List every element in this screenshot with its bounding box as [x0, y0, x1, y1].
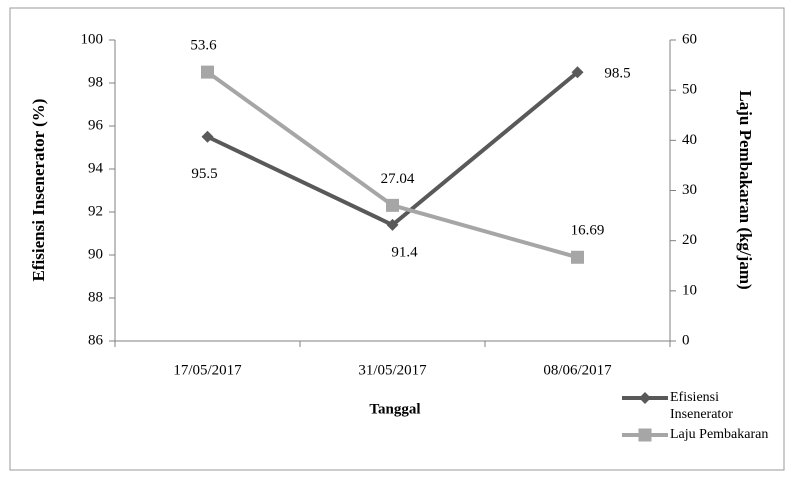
- chart-border: [9, 7, 785, 471]
- y2-tick-label: 30: [682, 182, 697, 198]
- y-tick-label: 86: [88, 332, 104, 348]
- y-tick-label: 90: [88, 246, 103, 262]
- y-tick-label: 100: [81, 31, 104, 47]
- data-label: 53.6: [190, 38, 217, 54]
- data-label: 16.69: [571, 223, 605, 239]
- legend-label: Efisiensi Insenerator: [670, 390, 733, 422]
- y2-tick-label: 50: [682, 82, 697, 98]
- x-tick-label: 08/06/2017: [543, 362, 612, 378]
- marker-square: [201, 65, 214, 79]
- marker-square: [571, 250, 584, 264]
- y-tick-label: 98: [88, 74, 103, 90]
- x-tick-label: 17/05/2017: [173, 362, 242, 378]
- data-label: 27.04: [381, 171, 415, 187]
- y2-axis-label: Laju Pembakaran (kg/jam): [736, 90, 755, 289]
- data-label: 98.5: [604, 66, 630, 82]
- legend-label: Laju Pembakaran: [670, 427, 769, 442]
- x-axis-label: Tanggal: [369, 401, 420, 417]
- marker-diamond: [386, 218, 399, 231]
- marker-square: [386, 198, 399, 212]
- data-label: 95.5: [191, 166, 217, 182]
- y2-tick-label: 60: [682, 31, 697, 47]
- data-label: 91.4: [391, 244, 418, 260]
- x-tick-label: 31/05/2017: [358, 362, 427, 378]
- legend-box: Laju Pembakaran: [670, 427, 769, 442]
- y2-tick-label: 10: [682, 282, 697, 298]
- y-tick-label: 92: [88, 203, 103, 219]
- legend-box: Efisiensi Insenerator: [670, 390, 733, 422]
- y2-tick-label: 40: [682, 132, 697, 148]
- y2-tick-label: 20: [682, 232, 697, 248]
- marker-diamond: [201, 130, 214, 143]
- y2-tick-label: 0: [682, 332, 690, 348]
- marker-diamond: [571, 66, 584, 79]
- y-tick-label: 94: [88, 160, 104, 176]
- marker-square: [638, 428, 652, 442]
- y-tick-label: 88: [88, 289, 103, 305]
- y-axis-label: Efisiensi Insenerator (%): [29, 99, 48, 282]
- y-tick-label: 96: [88, 117, 104, 133]
- marker-diamond: [639, 392, 651, 404]
